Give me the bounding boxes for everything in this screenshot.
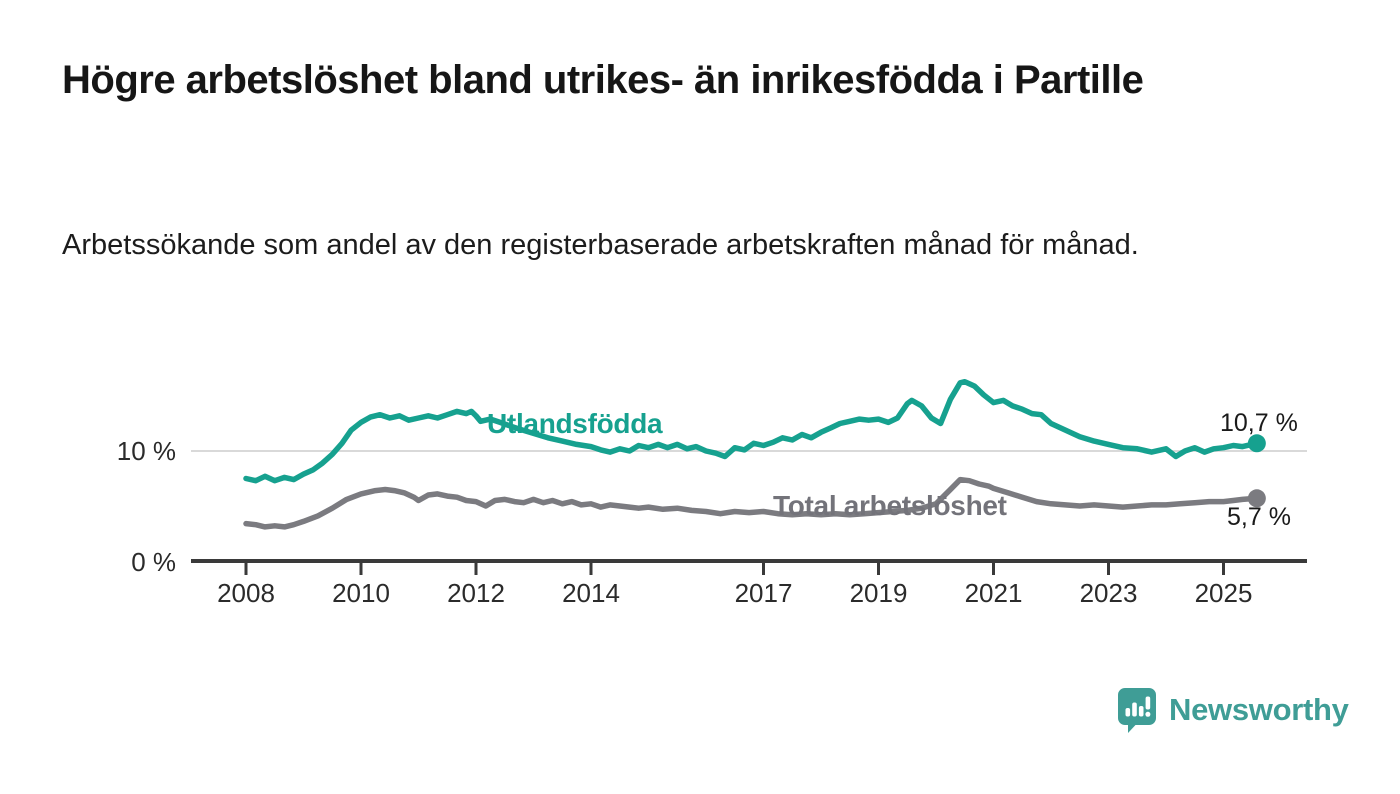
chart-title: Högre arbetslöshet bland utrikes- än inr… <box>62 58 1144 102</box>
x-tick-label: 2019 <box>849 578 908 608</box>
y-axis-label-0: 0 % <box>131 547 176 577</box>
end-dot-utlandsfodda <box>1247 434 1266 453</box>
newsworthy-speech-bubble-bar-chart-icon <box>1118 688 1156 733</box>
x-tick-label: 2017 <box>734 578 793 608</box>
series-label-total-arbetsloshet: Total arbetslöshet <box>773 490 1007 521</box>
end-dot-total-arbetsloshet <box>1247 489 1266 508</box>
end-value-label-utlandsfodda: 10,7 % <box>1220 409 1298 437</box>
x-tick-label: 2014 <box>562 578 620 608</box>
x-tick-label: 2012 <box>447 578 505 608</box>
x-tick-label: 2021 <box>964 578 1023 608</box>
series-label-utlandsfodda: Utlandsfödda <box>487 408 663 439</box>
y-axis-label-10: 10 % <box>116 436 176 466</box>
x-tick-label: 2010 <box>332 578 390 608</box>
x-tick-label: 2008 <box>217 578 275 608</box>
chart-subtitle: Arbetssökande som andel av den registerb… <box>62 229 1139 261</box>
x-tick-label: 2025 <box>1194 578 1253 608</box>
end-value-label-total: 5,7 % <box>1227 503 1291 531</box>
x-tick-label: 2023 <box>1079 578 1138 608</box>
series-line-utlandsfodda <box>243 378 1260 484</box>
newsworthy-logo-text: Newsworthy <box>1169 692 1349 727</box>
series-line-total-arbetsloshet <box>243 476 1260 530</box>
newsworthy-logo: Newsworthy <box>1117 687 1349 733</box>
